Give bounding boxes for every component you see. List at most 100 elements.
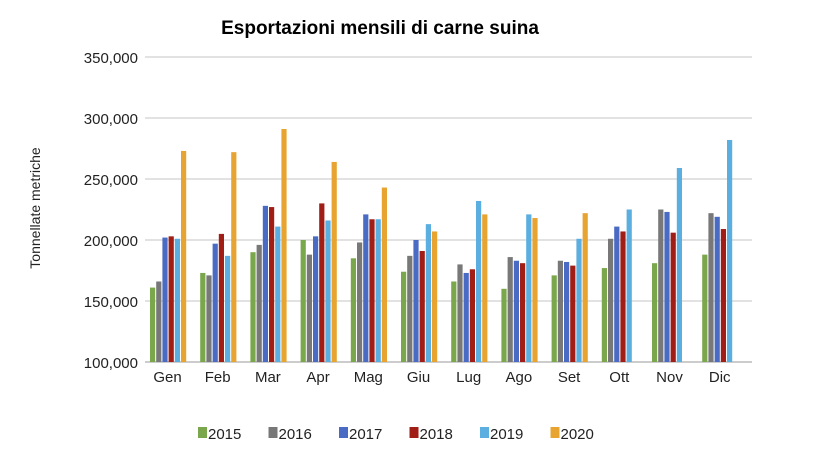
bar-2017-Mar (262, 205, 268, 362)
bar-2015-Gen (150, 287, 156, 362)
bar-2018-Apr (319, 203, 325, 362)
legend-swatch-2015 (198, 427, 207, 438)
bar-2015-Set (551, 275, 557, 362)
bar-2019-Lug (476, 200, 482, 362)
legend-label: 2017 (349, 426, 382, 443)
bar-2018-Ott (620, 231, 626, 362)
x-tick-label: Mar (255, 369, 281, 386)
y-tick-label: 350,000 (84, 50, 138, 67)
legend-label: 2018 (420, 426, 453, 443)
bar-2020-Feb (231, 152, 237, 362)
y-tick-label: 300,000 (84, 111, 138, 128)
legend-label: 2020 (561, 426, 594, 443)
bar-2019-Mar (275, 226, 281, 362)
bar-2020-Set (582, 213, 588, 362)
bar-2016-Feb (206, 275, 212, 362)
bar-2019-Ott (626, 209, 632, 362)
bar-2020-Mar (281, 128, 287, 362)
bar-2017-Giu (413, 240, 419, 362)
bar-2017-Gen (162, 237, 168, 362)
bar-2020-Gen (181, 150, 187, 362)
x-tick-label: Lug (456, 369, 481, 386)
x-tick-label: Apr (306, 369, 329, 386)
bar-2018-Lug (469, 269, 475, 362)
bar-2015-Ago (501, 288, 507, 362)
bar-2016-Apr (306, 254, 312, 362)
bar-2015-Nov (652, 263, 658, 362)
x-tick-label: Ott (609, 369, 630, 386)
bar-2018-Dic (720, 229, 726, 362)
bar-2017-Nov (664, 211, 670, 362)
bar-2017-Dic (714, 216, 720, 362)
bar-2019-Ago (526, 214, 532, 362)
bar-2015-Lug (451, 281, 457, 362)
bar-2017-Apr (313, 236, 319, 362)
x-tick-label: Feb (205, 369, 231, 386)
bar-2019-Dic (727, 139, 733, 362)
bar-2017-Mag (363, 214, 369, 362)
x-tick-label: Mag (354, 369, 383, 386)
legend-swatch-2018 (409, 427, 419, 438)
bar-2016-Set (557, 260, 563, 362)
x-tick-label: Nov (656, 369, 683, 386)
chart-title: Esportazioni mensili di carne suina (221, 18, 539, 39)
x-tick-label: Giu (407, 369, 430, 386)
bar-2020-Mag (381, 187, 387, 362)
legend-swatch-2019 (480, 427, 489, 438)
x-tick-label: Dic (709, 369, 731, 386)
bar-2018-Ago (520, 263, 526, 362)
bar-2020-Giu (432, 231, 438, 362)
bar-2016-Ago (507, 257, 513, 362)
bar-2018-Feb (218, 233, 224, 362)
bar-2019-Mag (375, 219, 381, 362)
bar-2020-Lug (482, 214, 488, 362)
bar-2019-Feb (225, 255, 231, 362)
bar-2017-Ott (614, 226, 620, 362)
x-tick-label: Set (558, 369, 581, 386)
y-tick-label: 100,000 (84, 355, 138, 372)
bar-2015-Apr (300, 240, 306, 362)
bar-2019-Giu (425, 224, 431, 362)
bar-2015-Dic (702, 254, 708, 362)
bar-2020-Apr (331, 161, 337, 362)
bar-2015-Mar (250, 252, 256, 362)
bar-2015-Feb (200, 272, 206, 362)
bar-2016-Mar (256, 244, 262, 362)
legend-swatch-2020 (550, 427, 560, 438)
bar-2015-Ott (601, 268, 607, 362)
bar-2018-Gen (168, 236, 174, 362)
y-tick-label: 150,000 (84, 294, 138, 311)
bar-2015-Mag (350, 258, 356, 362)
bar-2018-Set (570, 265, 576, 362)
bar-2017-Ago (513, 260, 519, 362)
bar-2016-Lug (457, 264, 463, 362)
legend-label: 2016 (279, 426, 312, 443)
y-tick-label: 250,000 (84, 172, 138, 189)
bar-2016-Giu (407, 255, 413, 362)
bar-2016-Ott (608, 238, 614, 362)
bar-2016-Gen (156, 281, 162, 362)
bar-2019-Gen (174, 238, 180, 362)
bar-2015-Giu (401, 271, 407, 362)
bar-2018-Mar (269, 207, 275, 362)
y-tick-label: 200,000 (84, 233, 138, 250)
bar-2017-Lug (463, 272, 469, 362)
legend-label: 2019 (490, 426, 523, 443)
bar-2019-Set (576, 238, 582, 362)
bar-2016-Dic (708, 213, 714, 362)
bar-2020-Ago (532, 218, 538, 362)
legend-swatch-2017 (339, 427, 348, 438)
bar-2019-Apr (325, 220, 331, 362)
x-tick-label: Ago (506, 369, 533, 386)
bar-2019-Nov (676, 168, 682, 362)
legend-label: 2015 (208, 426, 241, 443)
bar-2016-Nov (658, 209, 664, 362)
bar-2017-Set (564, 261, 570, 362)
legend-swatch-2016 (268, 427, 278, 438)
bar-2018-Mag (369, 219, 375, 362)
bar-2018-Giu (419, 250, 425, 362)
bar-2018-Nov (670, 232, 676, 362)
bar-2016-Mag (357, 242, 363, 362)
x-tick-label: Gen (153, 369, 181, 386)
